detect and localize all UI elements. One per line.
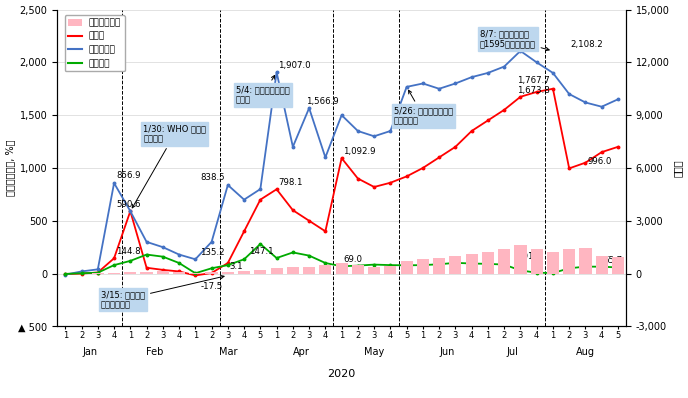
Text: 2020: 2020 [327, 369, 356, 378]
Bar [433, 258, 445, 273]
Text: Jan: Jan [82, 347, 97, 357]
Text: -17.5: -17.5 [201, 282, 223, 291]
Text: 65.7: 65.7 [603, 256, 623, 265]
Text: 3.1: 3.1 [230, 262, 243, 271]
Text: 996.0: 996.0 [587, 157, 612, 166]
Text: 1,566.9: 1,566.9 [306, 97, 338, 106]
Bar [547, 252, 559, 273]
Bar [385, 265, 396, 273]
Bar [238, 271, 250, 273]
Text: Aug: Aug [576, 347, 595, 357]
Bar [255, 270, 266, 273]
Bar [368, 267, 380, 273]
Bar [466, 254, 477, 273]
Y-axis label: （人）: （人） [672, 159, 682, 177]
Bar [173, 272, 185, 273]
Text: 1,673.8: 1,673.8 [517, 86, 550, 95]
Text: Feb: Feb [146, 347, 163, 357]
Text: 147.1: 147.1 [249, 247, 273, 256]
Text: 1,767.7: 1,767.7 [517, 76, 550, 85]
Bar [125, 272, 136, 273]
Y-axis label: （前年同週比, %）: （前年同週比, %） [6, 140, 16, 196]
Text: Jun: Jun [440, 347, 455, 357]
Bar [400, 261, 413, 273]
Bar [157, 271, 169, 273]
Bar [319, 265, 332, 273]
Text: 8/7: 新規感染者数
が1595人で過去最大: 8/7: 新規感染者数 が1595人で過去最大 [480, 29, 549, 51]
Text: Mar: Mar [219, 347, 237, 357]
Bar [596, 256, 608, 273]
Text: 1/30: WHO の緊急
事態宣言: 1/30: WHO の緊急 事態宣言 [132, 124, 206, 208]
Text: 838.5: 838.5 [200, 174, 224, 182]
Bar [612, 257, 624, 273]
Bar [206, 272, 217, 273]
Text: 856.9: 856.9 [116, 172, 141, 180]
Bar [482, 252, 494, 273]
Text: 1,092.9: 1,092.9 [343, 147, 376, 156]
Bar [270, 268, 283, 273]
Text: 798.1: 798.1 [278, 178, 303, 187]
Bar [352, 265, 364, 273]
Text: Apr: Apr [292, 347, 310, 357]
Bar [417, 259, 429, 273]
Bar [530, 249, 543, 273]
Bar [515, 246, 526, 273]
Text: 5/26: 手指消毒劑の転
売禁止開始: 5/26: 手指消毒劑の転 売禁止開始 [394, 90, 453, 126]
Text: 101.8: 101.8 [517, 252, 541, 261]
Text: Jul: Jul [506, 347, 518, 357]
Bar [579, 248, 592, 273]
Bar [287, 267, 299, 273]
Text: 144.8: 144.8 [116, 247, 141, 256]
Bar [498, 249, 510, 273]
Text: 2,108.2: 2,108.2 [571, 40, 603, 49]
Bar [140, 272, 153, 273]
Text: 135.2: 135.2 [200, 248, 224, 257]
Bar [303, 267, 315, 273]
Text: 1,907.0: 1,907.0 [278, 61, 311, 70]
Legend: 新規感染者数, マスク, 手指消毒劑, うがい薬: 新規感染者数, マスク, 手指消毒劑, うがい薬 [65, 15, 125, 72]
Text: May: May [364, 347, 385, 357]
Text: 5/4: 新しい生活様式
の提案: 5/4: 新しい生活様式 の提案 [236, 76, 290, 105]
Bar [336, 263, 347, 273]
Bar [563, 249, 575, 273]
Text: 3/15: マスクの
転売禁止開始: 3/15: マスクの 転売禁止開始 [101, 275, 224, 309]
Bar [449, 256, 462, 273]
Text: 69.0: 69.0 [343, 255, 363, 264]
Text: 590.6: 590.6 [116, 199, 141, 209]
Bar [222, 272, 234, 273]
